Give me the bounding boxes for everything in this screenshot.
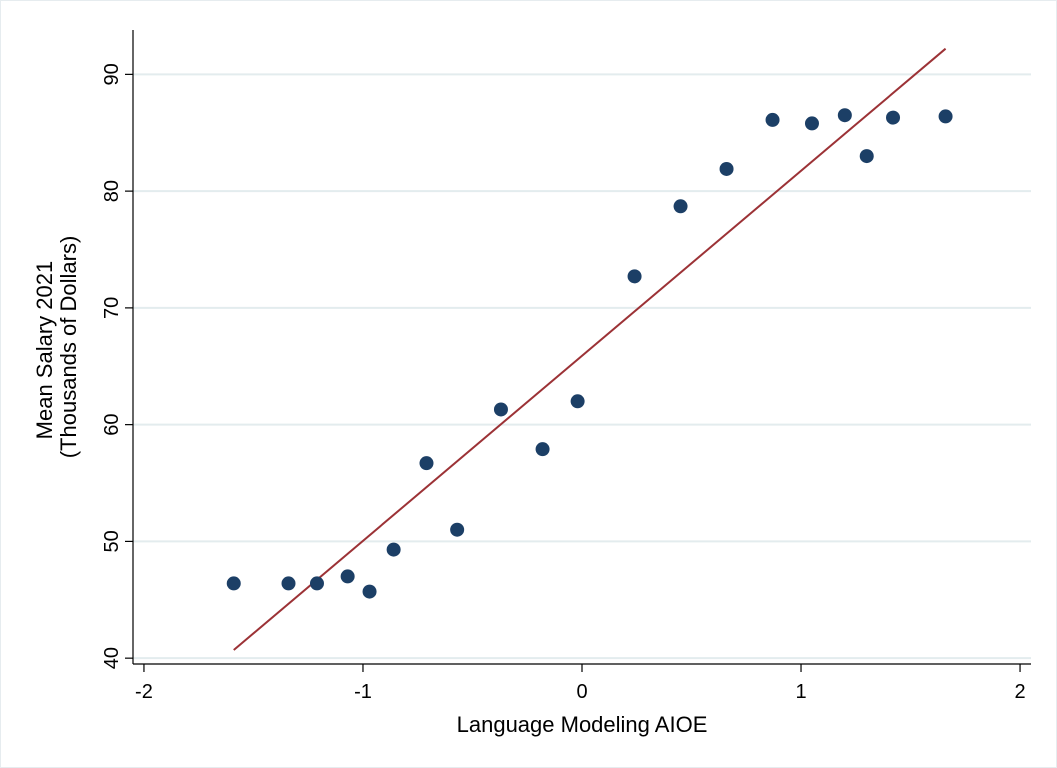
x-axis-title: Language Modeling AIOE — [457, 712, 708, 737]
y-tick-label: 60 — [101, 414, 123, 436]
data-point — [673, 199, 688, 214]
x-tick-label: -2 — [135, 681, 153, 703]
fit-line — [233, 47, 947, 651]
data-point — [340, 569, 355, 584]
data-point — [419, 456, 434, 471]
data-point — [493, 402, 508, 417]
y-tick-label: 90 — [101, 63, 123, 85]
data-point — [719, 161, 734, 176]
y-tick-label: 80 — [101, 180, 123, 202]
data-point — [837, 108, 852, 123]
data-points — [226, 108, 953, 599]
y-axis-title: Mean Salary 2021 (Thousands of Dollars) — [32, 236, 81, 459]
y-axis-title-line-2: (Thousands of Dollars) — [56, 236, 81, 459]
data-point — [886, 110, 901, 125]
y-axis-title-line-1: Mean Salary 2021 — [32, 261, 57, 440]
y-tick-label: 70 — [101, 297, 123, 319]
x-tick-label: 2 — [1014, 681, 1025, 703]
fit-line-layer — [233, 47, 947, 651]
data-point — [859, 149, 874, 164]
data-point — [362, 584, 377, 599]
data-point — [226, 576, 241, 591]
data-point — [570, 394, 585, 409]
data-point — [627, 269, 642, 284]
y-tick-label: 40 — [101, 647, 123, 669]
data-point — [804, 116, 819, 131]
axes: 40 50 60 70 80 90 -2 -1 0 1 2 — [101, 30, 1031, 703]
x-tick-label: 1 — [795, 681, 806, 703]
x-tick-label: -1 — [354, 681, 372, 703]
data-point — [309, 576, 324, 591]
data-point — [535, 442, 550, 457]
data-point — [386, 542, 401, 557]
data-point — [765, 112, 780, 127]
data-point — [938, 109, 953, 124]
data-point — [281, 576, 296, 591]
y-tick-label: 50 — [101, 530, 123, 552]
x-tick-label: 0 — [576, 681, 587, 703]
gridlines — [133, 73, 1031, 660]
data-point — [450, 522, 465, 537]
